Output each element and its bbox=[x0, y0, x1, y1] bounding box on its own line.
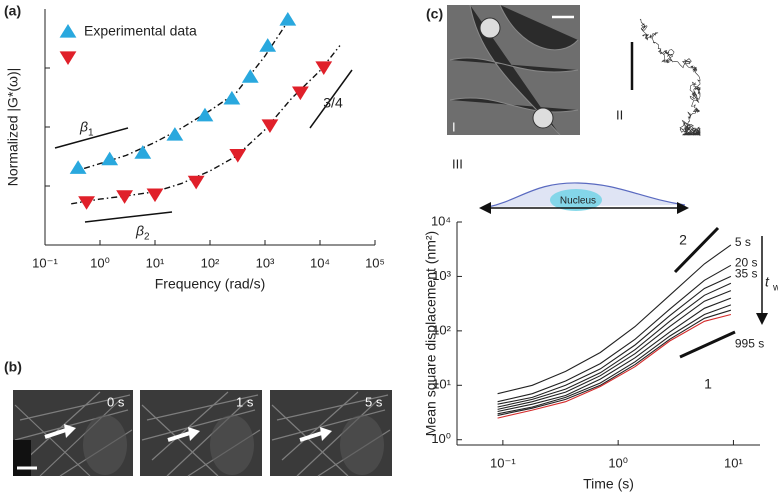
legend-marker bbox=[59, 51, 77, 65]
marker bbox=[223, 90, 241, 105]
image-label: III bbox=[452, 156, 463, 171]
x-axis-label: Time (s) bbox=[583, 476, 634, 492]
panel-label: (b) bbox=[4, 359, 22, 375]
marker bbox=[229, 149, 247, 163]
series-label: 5 s bbox=[735, 235, 751, 249]
x-tick-label: 10² bbox=[201, 255, 220, 270]
marker bbox=[69, 160, 87, 174]
slope-line bbox=[679, 330, 736, 359]
annotation: β bbox=[79, 119, 88, 135]
slope-line bbox=[309, 69, 353, 129]
annotation: t bbox=[765, 274, 770, 290]
y-axis-label: Normalized |G*(ω)| bbox=[5, 68, 21, 187]
x-axis-label: Frequency (rad/s) bbox=[155, 276, 265, 292]
line bbox=[497, 297, 732, 413]
x-tick-label: 10⁰ bbox=[90, 255, 110, 270]
slope-line bbox=[54, 127, 129, 149]
annotation: 1 bbox=[704, 376, 712, 392]
y-tick-label: 10¹ bbox=[432, 377, 451, 392]
fit-line bbox=[71, 45, 341, 205]
slope-line bbox=[673, 226, 720, 274]
x-tick-label: 10¹ bbox=[146, 255, 165, 270]
line bbox=[497, 309, 732, 416]
legend-label: Experimental data bbox=[84, 23, 197, 39]
frame-label: 5 s bbox=[365, 394, 383, 409]
x-tick-label: 10³ bbox=[256, 255, 275, 270]
line bbox=[497, 304, 732, 415]
marker bbox=[78, 196, 95, 210]
annotation-subscript: 2 bbox=[144, 232, 150, 243]
series-label: 995 s bbox=[735, 337, 764, 351]
series-label: 20 s bbox=[735, 255, 758, 269]
x-tick-label: 10⁰ bbox=[608, 455, 628, 470]
fit-line bbox=[70, 16, 292, 174]
series-label: 35 s bbox=[735, 267, 758, 281]
marker bbox=[315, 61, 333, 75]
frame-label: 0 s bbox=[107, 394, 125, 409]
line bbox=[497, 275, 732, 405]
marker bbox=[241, 69, 259, 83]
line bbox=[497, 264, 732, 403]
line bbox=[497, 244, 732, 395]
panel-label: (c) bbox=[426, 6, 443, 22]
marker bbox=[291, 86, 309, 101]
image-label: I bbox=[452, 119, 456, 134]
nucleus-label: Nucleus bbox=[560, 196, 596, 207]
trajectory bbox=[639, 18, 702, 137]
panel-label: (a) bbox=[4, 3, 21, 19]
x-tick-label: 10⁵ bbox=[365, 255, 385, 270]
slope-line bbox=[84, 211, 173, 223]
y-tick-label: 10³ bbox=[432, 268, 451, 283]
marker bbox=[279, 12, 297, 26]
marker bbox=[196, 107, 214, 122]
micrograph bbox=[13, 390, 392, 477]
marker bbox=[259, 38, 277, 52]
marker bbox=[261, 119, 279, 134]
legend-marker bbox=[59, 24, 77, 38]
x-tick-label: 10⁴ bbox=[310, 255, 330, 270]
annotation-subscript: w bbox=[772, 283, 778, 294]
image-label: II bbox=[616, 107, 623, 122]
y-tick-label: 10² bbox=[432, 322, 451, 337]
line bbox=[497, 282, 732, 408]
y-tick-label: 10⁴ bbox=[431, 213, 451, 228]
annotation: β bbox=[135, 223, 144, 239]
x-tick-label: 10¹ bbox=[724, 455, 743, 470]
marker bbox=[146, 188, 164, 203]
marker bbox=[134, 145, 152, 159]
annotation: 2 bbox=[679, 232, 687, 248]
micrograph bbox=[447, 4, 689, 214]
y-tick-label: 10⁰ bbox=[431, 431, 451, 446]
x-tick-label: 10⁻¹ bbox=[32, 255, 58, 270]
line bbox=[497, 290, 732, 410]
annotation: 3/4 bbox=[323, 95, 343, 111]
y-axis-label: Mean square displacement (nm²) bbox=[423, 231, 439, 436]
frame-label: 1 s bbox=[236, 394, 254, 409]
marker bbox=[116, 190, 133, 204]
line bbox=[497, 313, 732, 419]
marker bbox=[187, 175, 205, 190]
marker bbox=[101, 151, 119, 166]
marker bbox=[166, 127, 184, 141]
annotation-subscript: 1 bbox=[88, 128, 94, 139]
x-tick-label: 10⁻¹ bbox=[490, 455, 516, 470]
